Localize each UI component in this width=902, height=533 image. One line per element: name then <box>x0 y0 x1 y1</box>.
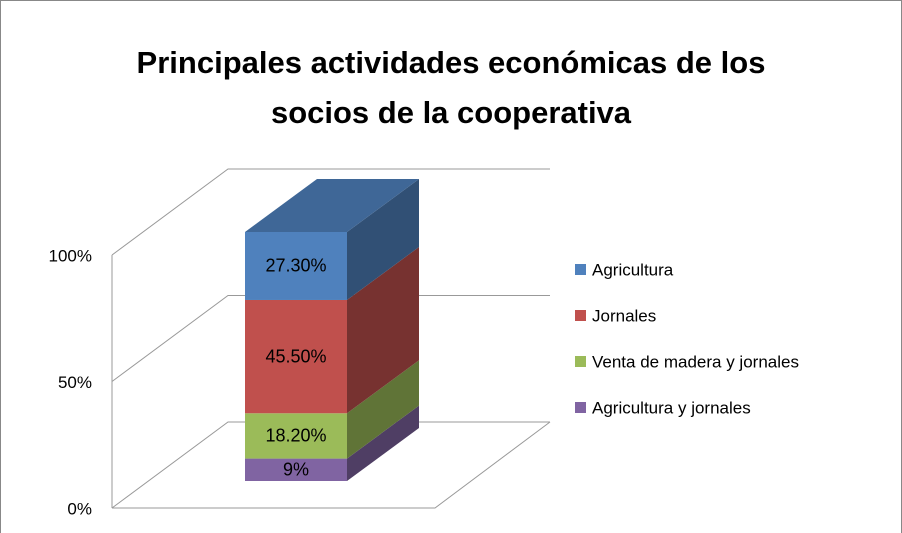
grid-line <box>111 168 550 256</box>
grid-line <box>111 421 550 509</box>
bar-side <box>347 246 419 414</box>
floor-edge <box>112 421 551 509</box>
value-label: 9% <box>283 460 309 480</box>
legend-label: Agricultura <box>592 260 674 279</box>
bar-front <box>245 232 347 300</box>
legend-label: Venta de madera y jornales <box>592 352 799 371</box>
legend-swatch <box>575 356 586 367</box>
value-label: 45.50% <box>265 346 326 366</box>
legend-label: Jornales <box>592 306 656 325</box>
value-label: 18.20% <box>265 426 326 446</box>
y-tick-label: 100% <box>49 246 92 265</box>
y-tick-label: 50% <box>58 373 92 392</box>
bar-side <box>347 360 419 459</box>
bar-top <box>245 179 419 232</box>
legend-swatch <box>575 264 586 275</box>
bar-front <box>245 458 347 481</box>
grid-line <box>111 295 550 382</box>
bar-side <box>347 179 419 300</box>
value-label: 27.30% <box>265 256 326 276</box>
chart-title: Principales actividades económicas de lo… <box>136 45 766 130</box>
bar-side <box>347 405 419 481</box>
y-tick-label: 0% <box>67 499 92 518</box>
legend-label: Agricultura y jornales <box>592 398 751 417</box>
legend-swatch <box>575 402 586 413</box>
bar-front <box>245 299 347 414</box>
legend-swatch <box>575 310 586 321</box>
bar-front <box>245 413 347 459</box>
